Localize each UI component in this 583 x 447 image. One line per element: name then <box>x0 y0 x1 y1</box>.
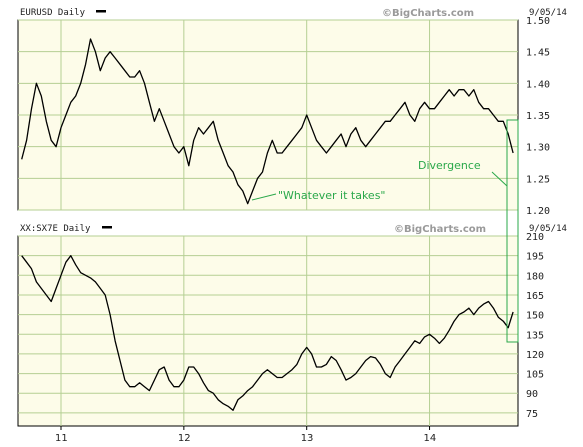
eurusd-y-tick-label: 1.50 <box>526 16 550 27</box>
legend-swatch-sx7e <box>102 226 112 229</box>
x-axis: 11 12 13 14 <box>55 426 436 444</box>
eurusd-y-tick-label: 1.20 <box>526 206 550 217</box>
eurusd-y-tick-label: 1.35 <box>526 111 550 122</box>
eurusd-y-tick-label: 1.40 <box>526 79 550 90</box>
whatever-it-takes-annotation: "Whatever it takes" <box>278 189 385 202</box>
x-tick-label-11: 11 <box>55 433 68 444</box>
sx7e-panel: 210 195 180 165 150 135 120 105 90 75 XX:SX7E Dai… <box>17 224 567 427</box>
sx7e-y-tick-label: 90 <box>526 389 538 400</box>
eurusd-date: 9/05/14 <box>529 8 567 18</box>
sx7e-y-tick-label: 165 <box>526 291 544 302</box>
sx7e-y-tick-label: 210 <box>526 232 544 243</box>
sx7e-watermark: ©BigCharts.com <box>394 224 486 235</box>
eurusd-y-tick-label: 1.30 <box>526 143 550 154</box>
sx7e-y-tick-label: 75 <box>526 409 538 420</box>
sx7e-gridlines <box>18 235 518 426</box>
sx7e-y-tick-label: 120 <box>526 350 544 361</box>
sx7e-y-tick-label: 150 <box>526 311 544 322</box>
sx7e-y-tick-label: 135 <box>526 330 544 341</box>
sx7e-plot-area <box>17 235 519 427</box>
eurusd-gridlines <box>18 19 518 211</box>
sx7e-date: 9/05/14 <box>529 224 567 234</box>
eurusd-y-tick-label: 1.45 <box>526 48 550 59</box>
eurusd-y-axis: 1.50 1.45 1.40 1.35 1.30 1.25 1.20 <box>526 16 550 217</box>
sx7e-price-line <box>21 255 514 411</box>
sx7e-y-tick-label: 180 <box>526 271 544 282</box>
eurusd-watermark: ©BigCharts.com <box>382 8 474 19</box>
divergence-arrow <box>491 171 508 187</box>
x-tick-label-13: 13 <box>301 433 314 444</box>
eurusd-price-line <box>21 38 514 205</box>
sx7e-title: XX:SX7E Daily <box>20 224 91 234</box>
sx7e-y-axis: 210 195 180 165 150 135 120 105 90 75 <box>526 232 544 420</box>
divergence-annotation: Divergence <box>418 159 481 172</box>
divergence-highlight-box <box>506 119 519 343</box>
x-tick-label-14: 14 <box>424 433 437 444</box>
sx7e-y-tick-label: 105 <box>526 370 544 381</box>
annotations: "Whatever it takes" Divergence <box>251 119 519 343</box>
x-tick-label-12: 12 <box>178 433 191 444</box>
eurusd-y-tick-label: 1.25 <box>526 174 550 185</box>
eurusd-title: EURUSD Daily <box>20 8 86 18</box>
eurusd-panel: 1.50 1.45 1.40 1.35 1.30 1.25 1.20 EURUSD Dail… <box>17 8 567 217</box>
sx7e-y-tick-label: 195 <box>526 252 544 263</box>
whatever-arrow <box>251 193 277 201</box>
legend-swatch-eurusd <box>96 10 106 13</box>
